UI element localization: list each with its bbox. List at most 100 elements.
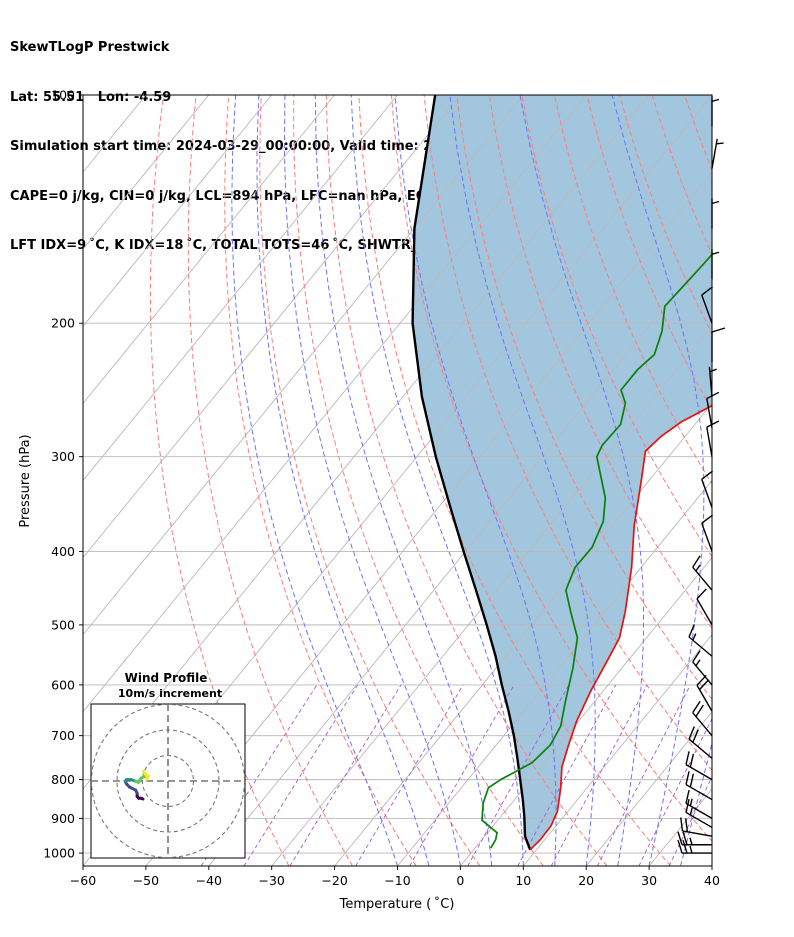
isotherm-line: [83, 95, 461, 559]
dry-adiabat-line: [423, 95, 712, 771]
x-tick-label: −60: [70, 873, 96, 888]
wind-barb: [696, 674, 713, 712]
x-tick-label: −30: [259, 873, 285, 888]
dewpoint-profile-line: [481, 253, 712, 849]
x-tick-label: 40: [704, 873, 720, 888]
dry-adiabat-line: [586, 95, 712, 411]
isotherm-line: [334, 402, 712, 866]
x-tick-label: 0: [456, 873, 464, 888]
wind-barb: [685, 771, 713, 801]
dry-adiabat-line: [187, 95, 353, 866]
moist-adiabats: [231, 95, 712, 866]
axes: −60 −50 −40 −30 −20 −10 0 10 20 30 40 100 200 300 400 5…: [43, 88, 720, 889]
chart-title: SkewTLogP Prestwick: [10, 40, 170, 55]
hodograph-title: Wind Profile: [125, 671, 208, 685]
y-tick-label: 500: [51, 617, 75, 632]
sounding-profiles: [411, 95, 712, 851]
moist-adiabat-line: [231, 95, 398, 866]
dry-adiabat-line: [149, 95, 290, 866]
dry-adiabats: [149, 95, 794, 866]
wind-barb: [688, 624, 713, 657]
wind-barb: [701, 286, 714, 324]
isotherm-line: [208, 248, 712, 866]
wind-barb: [692, 650, 713, 686]
mixing-ratio-line: [243, 684, 358, 866]
y-tick-label: 200: [51, 316, 75, 331]
isotherm-line: [83, 95, 587, 713]
mixing-ratio-lines: [200, 684, 712, 866]
hodograph-segment: [145, 774, 150, 782]
dry-adiabat-line: [259, 95, 481, 866]
wind-barb: [701, 470, 714, 508]
dry-adiabat-line: [488, 95, 712, 629]
moist-adiabat-line: [519, 95, 644, 866]
moist-adiabat-line: [256, 95, 430, 866]
moist-adiabat-line: [611, 95, 705, 866]
hodograph-inset: Wind Profile 10m/s increment: [90, 671, 246, 859]
moist-adiabat-line: [680, 741, 712, 866]
mixing-ratio-line: [517, 684, 617, 866]
moist-adiabat-line: [283, 95, 461, 866]
wind-barb: [692, 555, 713, 591]
moist-adiabat-line: [350, 95, 524, 866]
y-tick-label: 1000: [43, 846, 75, 861]
y-tick-label: 700: [51, 728, 75, 743]
dry-adiabat-line: [293, 95, 544, 866]
shaded-area: [412, 95, 712, 850]
wind-barb: [677, 839, 712, 854]
isotherm-line: [83, 95, 335, 405]
wind-barb: [685, 789, 713, 820]
wind-barb: [696, 588, 713, 626]
y-tick-label: 400: [51, 544, 75, 559]
dry-adiabat-line: [750, 95, 794, 866]
isotherm-line: [145, 171, 712, 866]
dry-adiabat-line: [783, 95, 794, 866]
isotherm-line: [271, 325, 712, 866]
isotherm-line: [522, 633, 712, 866]
mixing-ratio-line: [596, 684, 691, 866]
x-tick-label: −40: [196, 873, 222, 888]
dry-adiabat-line: [553, 95, 712, 485]
parcel-profile-line: [411, 95, 532, 851]
x-tick-label: 30: [641, 873, 657, 888]
wind-barb: [708, 366, 717, 397]
wind-barb: [680, 817, 713, 837]
x-tick-label: −50: [133, 873, 159, 888]
wind-barb: [711, 249, 720, 280]
dry-adiabat-line: [358, 95, 671, 866]
moist-adiabat-line: [314, 95, 493, 866]
wind-barb: [711, 138, 724, 169]
mixing-ratio-line: [467, 684, 570, 866]
mixing-ratio-line: [355, 684, 464, 866]
y-tick-label: 800: [51, 772, 75, 787]
station-location: Lat: 55.51 Lon: -4.59: [10, 89, 172, 105]
isotherm-line: [397, 479, 712, 866]
temperature-profile-line: [529, 404, 712, 851]
mixing-ratio-line: [668, 775, 712, 866]
y-tick-label: 100: [51, 88, 75, 103]
wind-barb: [692, 700, 713, 737]
wind-barb: [711, 96, 720, 127]
moist-adiabat-line: [449, 95, 596, 866]
wind-barb: [685, 751, 713, 781]
wind-barb: [685, 799, 713, 829]
dry-adiabat-line: [224, 95, 417, 866]
y-tick-label: 900: [51, 811, 75, 826]
x-tick-label: −20: [321, 873, 347, 888]
mixing-ratio-line: [638, 717, 712, 866]
x-tick-label: −10: [384, 873, 410, 888]
wind-barb: [711, 198, 720, 229]
wind-barb: [706, 391, 720, 429]
isotherm-line: [711, 865, 712, 866]
wind-barb: [677, 831, 712, 846]
wind-barb: [711, 327, 726, 362]
moist-adiabat-line: [711, 864, 712, 866]
dry-adiabat-line: [325, 95, 608, 866]
isotherm-line: [83, 95, 273, 328]
mixing-ratio-line: [550, 684, 648, 866]
x-tick-label: 20: [578, 873, 594, 888]
mixing-ratio-line: [289, 684, 402, 866]
cape-cin-shading: [412, 95, 712, 850]
isotherm-line: [460, 556, 712, 866]
